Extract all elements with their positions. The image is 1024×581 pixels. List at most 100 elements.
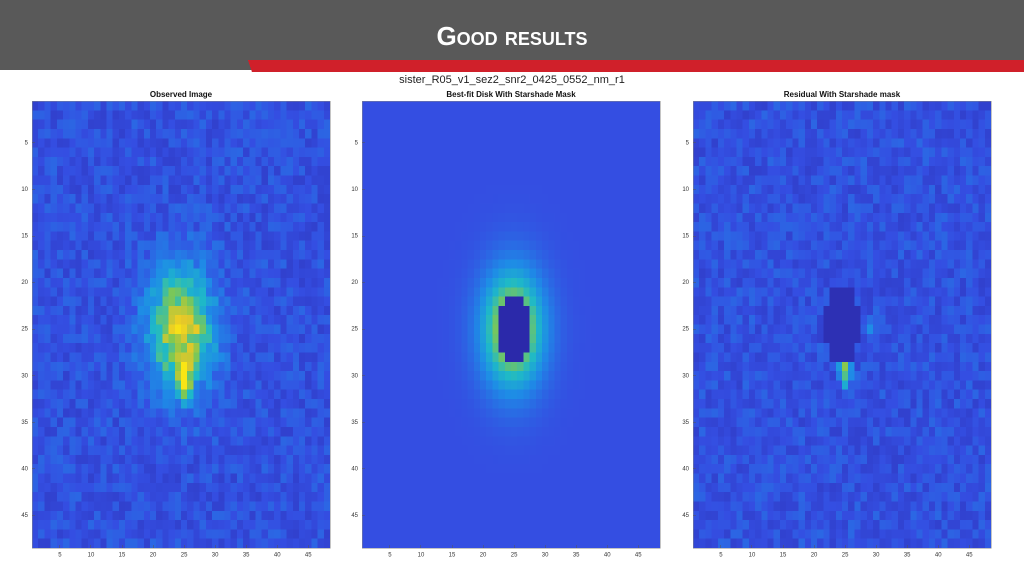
heatmap-cell [193,427,200,437]
heatmap-cell [548,120,555,130]
heatmap-cell [817,110,824,120]
heatmap-cell [567,362,574,372]
heatmap-cell [218,166,225,176]
heatmap-cell [206,325,213,335]
heatmap-cell [287,129,294,139]
heatmap-cell [617,362,624,372]
heatmap-cell [100,250,107,260]
heatmap-cell [262,110,269,120]
heatmap-cell [530,343,537,353]
heatmap-cell [268,352,275,362]
heatmap-cell [530,278,537,288]
heatmap-cell [113,203,120,213]
heatmap-cell [523,362,530,372]
heatmap-cell [38,110,45,120]
heatmap-cell [480,371,487,381]
heatmap-cell [848,138,855,148]
heatmap-cell [743,157,750,167]
heatmap-cell [125,529,132,539]
heatmap-cell [405,148,412,158]
heatmap-cell [305,474,312,484]
heatmap-cell [200,436,207,446]
heatmap-cell [424,399,431,409]
heatmap-cell [610,176,617,186]
heatmap-cell [82,306,89,316]
heatmap-cell [268,166,275,176]
heatmap-cell [138,352,145,362]
heatmap-cell [193,455,200,465]
heatmap-cell [567,306,574,316]
heatmap-cell [387,362,394,372]
heatmap-cell [162,474,169,484]
heatmap-cell [604,325,611,335]
heatmap-cell [523,390,530,400]
heatmap-cell [393,390,400,400]
heatmap-cell [598,390,605,400]
heatmap-cell [200,278,207,288]
heatmap-cell [69,213,76,223]
heatmap-cell [554,352,561,362]
heatmap-cell [100,138,107,148]
heatmap-cell [381,315,388,325]
heatmap-cell [573,250,580,260]
heatmap-cell [381,241,388,251]
heatmap-cell [237,269,244,279]
heatmap-cell [499,213,506,223]
heatmap-cell [100,362,107,372]
heatmap-cell [69,157,76,167]
heatmap-cell [274,194,281,204]
heatmap-cell [561,315,568,325]
heatmap-cell [617,101,624,111]
heatmap-cell [511,511,518,521]
heatmap-cell [138,474,145,484]
heatmap-cell [274,120,281,130]
heatmap-cell [523,269,530,279]
heatmap-cell [138,408,145,418]
heatmap-cell [405,306,412,316]
heatmap-cell [206,166,213,176]
heatmap-cell [212,157,219,167]
heatmap-cell [654,399,661,409]
heatmap-cell [287,399,294,409]
heatmap-cell [256,446,263,456]
heatmap-cell [629,315,636,325]
heatmap-cell [573,194,580,204]
heatmap-cell [561,511,568,521]
heatmap-cell [573,231,580,241]
heatmap-cell [610,259,617,269]
heatmap-cell [486,362,493,372]
heatmap-cell [268,446,275,456]
heatmap-cell [200,110,207,120]
heatmap-cell [623,371,630,381]
heatmap-cell [63,539,70,549]
heatmap-cell [51,334,58,344]
heatmap-cell [554,511,561,521]
heatmap-cell [75,325,82,335]
heatmap-cell [492,148,499,158]
heatmap-cell [461,148,468,158]
heatmap-cell [237,129,244,139]
heatmap-cell [730,129,737,139]
heatmap-cell [193,343,200,353]
heatmap-cell [212,138,219,148]
heatmap-cell [393,492,400,502]
heatmap-cell [107,250,114,260]
heatmap-cell [368,101,375,111]
heatmap-cell [243,138,250,148]
heatmap-cell [536,436,543,446]
heatmap-cell [256,120,263,130]
heatmap-cell [586,529,593,539]
heatmap-cell [480,352,487,362]
heatmap-cell [206,408,213,418]
heatmap-cell [610,269,617,279]
heatmap-cell [125,297,132,307]
heatmap-cell [530,446,537,456]
heatmap-cell [181,250,188,260]
heatmap-cell [262,511,269,521]
heatmap-cell [554,287,561,297]
heatmap-cell [517,306,524,316]
heatmap-cell [100,176,107,186]
heatmap-cell [107,483,114,493]
heatmap-cell [712,138,719,148]
heatmap-cell [256,269,263,279]
